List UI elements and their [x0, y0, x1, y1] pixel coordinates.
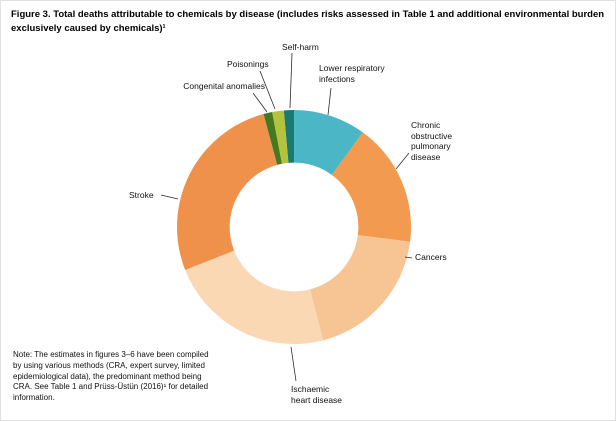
figure-title: Figure 3. Total deaths attributable to c…	[11, 9, 605, 34]
leader-line-stroke	[160, 194, 179, 200]
donut-slices	[177, 110, 412, 345]
leader-line-congenital-anomalies	[252, 92, 268, 113]
slice-congenital-anomalies	[263, 112, 282, 165]
label-chronic-obstructive-pulmonary-disease: Chronic obstructive pulmonary disease	[411, 120, 453, 162]
leader-line-self-harm	[289, 52, 293, 109]
leader-line-poisonings	[259, 70, 276, 110]
leader-lines	[160, 52, 413, 382]
label-lower-respiratory-infections: Lower respiratory infections	[319, 63, 385, 84]
label-congenital-anomalies: Congenital anomalies	[183, 81, 265, 91]
slice-self-harm	[283, 110, 295, 163]
leader-line-lower-respiratory-infections	[327, 87, 332, 116]
slice-ischaemic-heart-disease	[185, 250, 324, 345]
label-poisonings: Poisonings	[227, 59, 269, 69]
label-ischaemic-heart-disease: Ischaemic heart disease	[291, 384, 343, 405]
label-stroke: Stroke	[129, 190, 154, 200]
label-cancers: Cancers	[415, 252, 447, 262]
slice-chronic-obstructive-pulmonary-disease	[331, 132, 412, 242]
slice-stroke	[177, 114, 278, 270]
figure-note: Note: The estimates in figures 3–6 have …	[13, 350, 209, 403]
label-self-harm: Self-harm	[282, 42, 319, 52]
leader-line-cancers	[404, 256, 413, 259]
leader-line-copd	[395, 152, 410, 170]
slice-cancers	[309, 235, 411, 341]
slice-poisonings	[272, 110, 289, 164]
slice-lower-respiratory-infections	[294, 110, 363, 175]
leader-line-ischaemic-heart-disease	[290, 346, 297, 382]
